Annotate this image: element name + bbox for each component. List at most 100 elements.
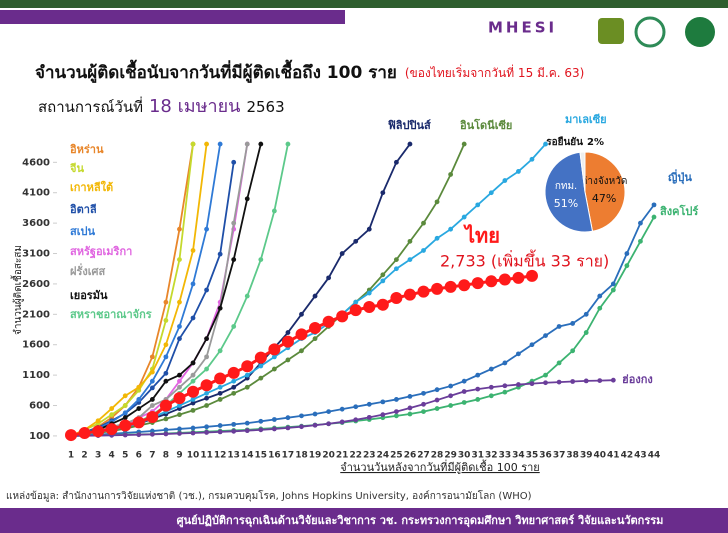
data-point: [498, 273, 511, 286]
data-point: [204, 226, 209, 232]
data-point: [434, 406, 440, 411]
data-point: [597, 293, 603, 299]
pie-label: รอยืนยัน: [546, 136, 583, 148]
data-point: [512, 271, 525, 284]
data-point: [204, 424, 209, 430]
data-point: [610, 377, 616, 383]
data-point: [109, 412, 115, 418]
y-tick-label: 3100: [22, 249, 50, 260]
data-point: [312, 422, 318, 428]
data-point: [417, 285, 430, 298]
data-point: [516, 169, 521, 174]
x-tick-label: 25: [390, 451, 403, 461]
data-point: [258, 141, 264, 147]
data-point: [295, 328, 308, 341]
data-point: [448, 226, 454, 232]
pie-slice: [544, 151, 594, 233]
x-tick-label: 13: [227, 451, 240, 461]
data-point: [187, 385, 200, 398]
data-point: [204, 395, 209, 401]
data-point: [122, 393, 128, 399]
series-label: อิหร่าน: [70, 143, 104, 156]
x-tick-label: 8: [163, 451, 169, 461]
y-tick-label: 4100: [22, 188, 50, 199]
data-point: [475, 202, 481, 208]
x-tick-label: 23: [363, 451, 376, 461]
data-point: [353, 404, 359, 410]
data-point: [217, 390, 223, 396]
data-point: [173, 392, 186, 405]
data-point: [163, 378, 169, 384]
data-point: [268, 343, 281, 356]
data-point: [285, 141, 291, 147]
data-point: [105, 423, 118, 436]
data-point: [407, 141, 413, 147]
data-point: [421, 409, 426, 414]
series-label: ไทย: [463, 224, 500, 248]
data-point: [136, 406, 142, 411]
data-point: [217, 251, 223, 257]
y-tick-label: 100: [29, 431, 50, 442]
data-point: [543, 380, 548, 386]
series-label: มาเลเซีย: [565, 113, 607, 126]
data-point: [610, 281, 616, 287]
data-point: [380, 278, 386, 284]
data-point: [204, 430, 209, 435]
data-point: [217, 384, 223, 390]
data-point: [366, 290, 372, 296]
x-tick-label: 35: [526, 451, 539, 461]
data-point: [471, 277, 484, 290]
data-point: [525, 269, 538, 282]
data-point: [366, 414, 372, 420]
y-tick-label: 3600: [22, 218, 50, 229]
data-point: [149, 385, 155, 391]
data-point: [271, 208, 277, 214]
data-point: [163, 370, 169, 376]
data-point: [149, 378, 155, 384]
data-point: [434, 235, 440, 241]
data-point: [434, 397, 440, 403]
y-tick-label: 600: [29, 401, 50, 412]
data-point: [583, 311, 589, 317]
data-point: [271, 354, 277, 360]
data-point: [485, 275, 498, 288]
x-tick-label: 26: [404, 451, 417, 461]
data-point: [326, 421, 332, 427]
data-point: [475, 372, 481, 378]
data-point: [217, 429, 223, 435]
x-tick-label: 20: [322, 451, 335, 461]
data-point: [349, 304, 362, 317]
data-point: [254, 351, 267, 364]
data-point: [122, 403, 128, 408]
data-point: [163, 431, 169, 437]
pie-value: 47%: [592, 192, 616, 205]
series-label: สหราชอาณาจักร: [70, 308, 152, 321]
data-point: [475, 397, 481, 402]
data-point: [638, 238, 643, 244]
y-tick-label: 2600: [22, 279, 50, 290]
data-point: [204, 141, 209, 147]
data-point: [475, 386, 481, 392]
data-point: [444, 280, 457, 293]
data-point: [231, 421, 237, 427]
data-point: [336, 310, 349, 323]
data-point: [390, 291, 403, 304]
data-point: [326, 275, 332, 281]
data-point: [312, 336, 318, 342]
series-label: อิตาลี: [70, 203, 97, 216]
x-tick-label: 4: [109, 451, 115, 461]
data-point: [529, 381, 535, 387]
data-point: [583, 378, 589, 384]
data-point: [244, 293, 250, 299]
y-tick-label: 2100: [22, 309, 50, 320]
data-point: [136, 432, 142, 438]
data-point: [322, 315, 335, 328]
data-point: [244, 420, 250, 426]
data-point: [244, 428, 250, 434]
data-point: [231, 324, 237, 329]
data-point: [570, 321, 576, 326]
data-point: [190, 430, 196, 436]
data-point: [231, 159, 237, 165]
x-tick-label: 43: [634, 451, 647, 461]
data-point: [217, 141, 223, 147]
